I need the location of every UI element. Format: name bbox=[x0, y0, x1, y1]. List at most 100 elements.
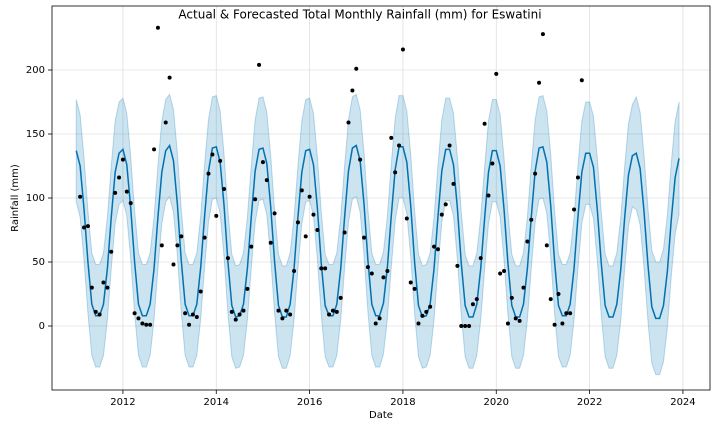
x-tick-label: 2012 bbox=[110, 397, 135, 408]
actual-point bbox=[183, 311, 188, 316]
y-tick-label: 100 bbox=[26, 193, 45, 204]
actual-point bbox=[175, 243, 180, 248]
chart-title: Actual & Forecasted Total Monthly Rainfa… bbox=[178, 8, 541, 22]
actual-point bbox=[225, 256, 230, 261]
actual-point bbox=[315, 228, 320, 232]
actual-point bbox=[400, 47, 405, 52]
actual-point bbox=[82, 225, 87, 230]
actual-point bbox=[579, 78, 584, 83]
actual-point bbox=[241, 308, 246, 313]
actual-point bbox=[198, 289, 203, 294]
actual-point bbox=[552, 322, 557, 327]
actual-point bbox=[358, 157, 363, 162]
actual-point bbox=[521, 285, 526, 290]
actual-point bbox=[478, 256, 483, 261]
actual-point bbox=[513, 316, 518, 321]
actual-point bbox=[202, 235, 207, 240]
uncertainty-band bbox=[75, 93, 680, 376]
actual-point bbox=[264, 178, 269, 183]
actual-point bbox=[548, 297, 553, 302]
actual-point bbox=[155, 25, 160, 30]
actual-point bbox=[544, 243, 549, 248]
actual-point bbox=[470, 302, 475, 307]
actual-point bbox=[288, 312, 293, 317]
actual-point bbox=[85, 224, 90, 229]
actual-point bbox=[327, 312, 332, 317]
actual-point bbox=[148, 322, 153, 327]
actual-point bbox=[362, 235, 367, 240]
actual-point bbox=[319, 266, 324, 271]
actual-point bbox=[136, 316, 141, 321]
actual-point bbox=[377, 316, 382, 321]
y-tick-label: 200 bbox=[26, 65, 45, 76]
actual-point bbox=[144, 322, 149, 327]
actual-point bbox=[237, 312, 242, 317]
forecast-line bbox=[75, 143, 680, 320]
actual-point bbox=[412, 286, 417, 291]
actual-point bbox=[128, 201, 133, 206]
actual-point bbox=[505, 321, 510, 326]
actual-point bbox=[338, 295, 343, 300]
x-tick-label: 2024 bbox=[670, 397, 695, 408]
actual-point bbox=[179, 234, 184, 239]
actual-point bbox=[120, 157, 125, 162]
actual-point bbox=[307, 194, 312, 199]
actual-point bbox=[517, 318, 522, 323]
actual-point bbox=[190, 312, 195, 317]
x-tick-label: 2014 bbox=[204, 397, 229, 408]
actual-point bbox=[323, 266, 328, 271]
actual-point bbox=[494, 71, 499, 76]
actual-point bbox=[397, 143, 402, 148]
actual-point bbox=[564, 311, 569, 316]
actual-point bbox=[140, 321, 145, 326]
actual-point bbox=[381, 275, 386, 280]
actual-point bbox=[482, 121, 487, 126]
actual-point bbox=[210, 152, 215, 157]
actual-point bbox=[342, 230, 347, 235]
actual-point bbox=[385, 268, 390, 273]
actual-point bbox=[299, 188, 304, 193]
actual-point bbox=[373, 321, 378, 326]
actual-point bbox=[89, 285, 94, 290]
actual-point bbox=[132, 311, 137, 316]
actual-point bbox=[435, 247, 440, 252]
actual-point bbox=[575, 175, 580, 180]
actual-point bbox=[214, 213, 219, 218]
actual-point bbox=[163, 120, 168, 125]
actual-point bbox=[560, 321, 565, 326]
actual-point bbox=[260, 160, 265, 165]
actual-point bbox=[354, 66, 359, 71]
actual-point bbox=[167, 75, 172, 80]
actual-point bbox=[404, 216, 409, 221]
y-tick-label: 150 bbox=[26, 129, 45, 140]
actual-point bbox=[568, 311, 573, 316]
actual-point bbox=[459, 324, 464, 328]
actual-point bbox=[428, 304, 433, 309]
actual-point bbox=[447, 143, 452, 148]
actual-point bbox=[257, 62, 262, 67]
actual-point bbox=[330, 308, 335, 313]
actual-point bbox=[498, 271, 503, 276]
actual-point bbox=[365, 265, 370, 270]
actual-point bbox=[334, 309, 339, 314]
actual-point bbox=[439, 212, 444, 217]
x-tick-label: 2018 bbox=[390, 397, 415, 408]
actual-point bbox=[443, 202, 448, 207]
actual-point bbox=[272, 211, 277, 216]
actual-point bbox=[187, 322, 192, 327]
actual-point bbox=[124, 189, 129, 194]
actual-point bbox=[105, 285, 110, 290]
actual-point bbox=[78, 194, 83, 199]
actual-point bbox=[113, 190, 118, 195]
actual-point bbox=[533, 171, 538, 176]
y-axis-label: Rainfall (mm) bbox=[10, 164, 21, 232]
x-tick-label: 2020 bbox=[484, 397, 509, 408]
actual-point bbox=[117, 175, 122, 180]
actual-point bbox=[245, 286, 250, 291]
actual-point bbox=[101, 280, 106, 285]
actual-point bbox=[229, 309, 234, 314]
actual-point bbox=[292, 268, 297, 273]
actual-point bbox=[218, 158, 223, 163]
